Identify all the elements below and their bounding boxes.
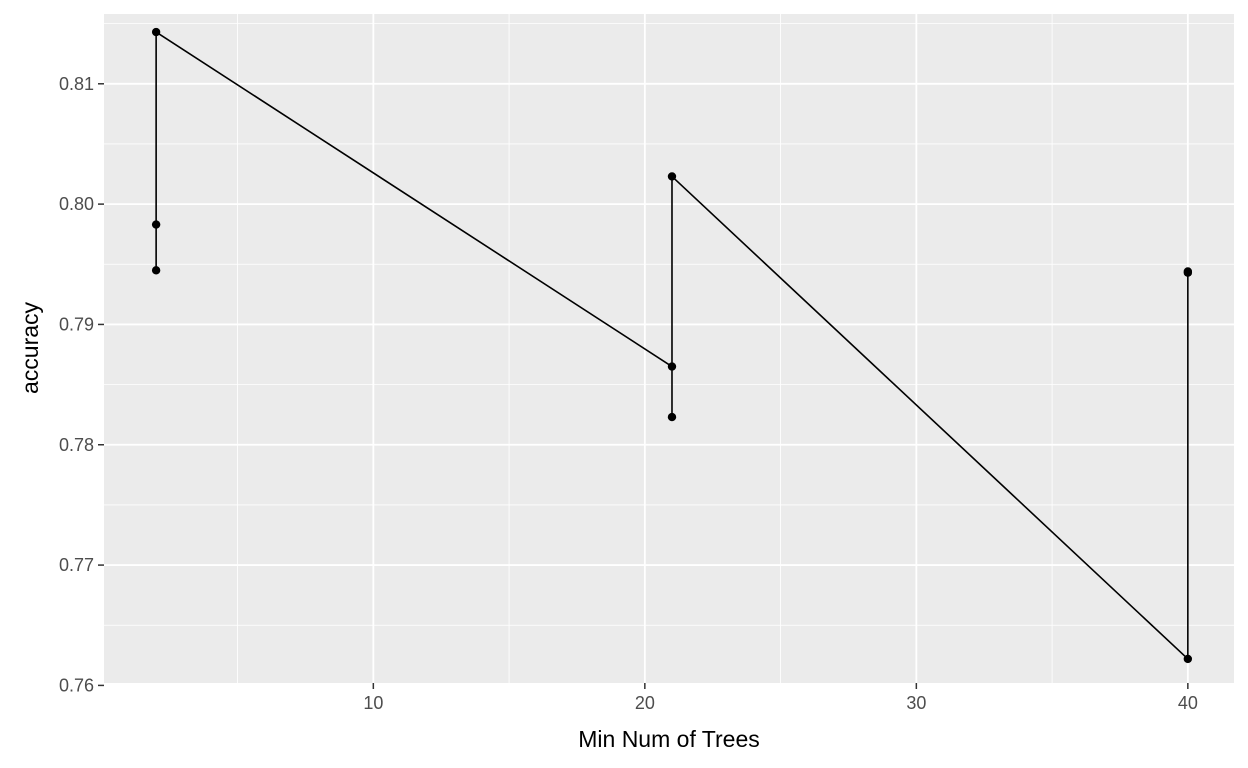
x-tick-label: 10 <box>363 693 383 713</box>
data-point <box>667 412 677 422</box>
y-tick-label: 0.80 <box>59 194 94 214</box>
y-tick-label: 0.77 <box>59 555 94 575</box>
data-point <box>667 172 677 181</box>
data-point <box>667 362 677 371</box>
data-point <box>151 27 161 37</box>
y-tick-label: 0.79 <box>59 314 94 334</box>
y-axis: 0.76 0.77 0.78 0.79 0.80 0.81 <box>59 74 104 695</box>
plot-panel <box>104 14 1234 683</box>
data-point <box>151 220 161 229</box>
y-axis-title: accuracy <box>17 301 43 394</box>
y-tick-label: 0.76 <box>59 675 94 695</box>
x-axis: 10 20 30 40 <box>363 683 1198 713</box>
series-layer <box>151 27 1193 664</box>
x-tick-label: 30 <box>906 693 926 713</box>
data-point <box>151 266 161 275</box>
data-point <box>1183 654 1193 664</box>
minor-grid <box>104 14 1234 683</box>
x-tick-label: 40 <box>1178 693 1198 713</box>
x-tick-label: 20 <box>635 693 655 713</box>
data-point <box>1183 267 1193 276</box>
x-axis-title: Min Num of Trees <box>578 726 760 752</box>
y-tick-label: 0.81 <box>59 74 94 94</box>
y-tick-label: 0.78 <box>59 435 94 455</box>
